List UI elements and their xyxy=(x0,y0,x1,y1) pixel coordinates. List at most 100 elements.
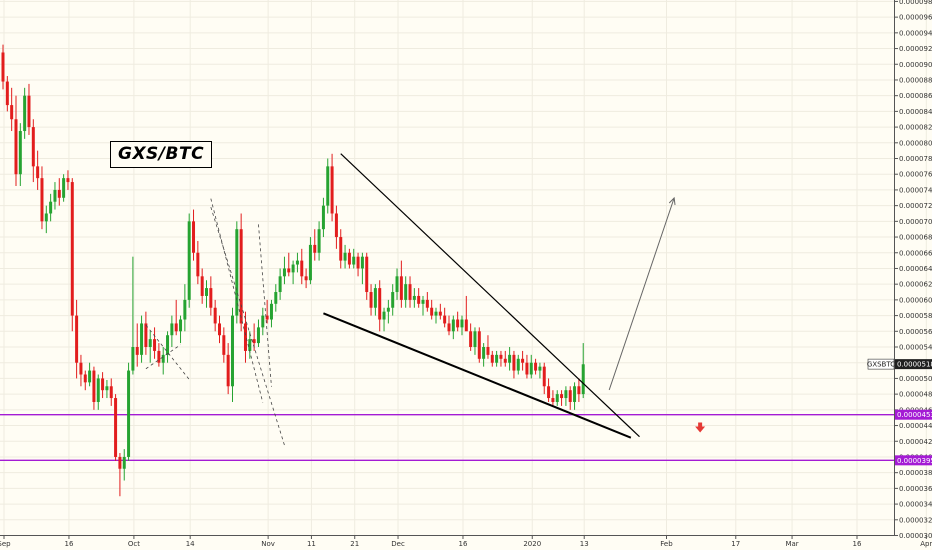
candle-down xyxy=(512,354,516,371)
candle-up xyxy=(317,229,321,253)
time-tick-label: Sep xyxy=(0,540,11,548)
candle-up xyxy=(282,268,286,277)
candle-up xyxy=(391,292,395,308)
candle-down xyxy=(287,268,291,273)
candle-up xyxy=(105,386,109,391)
price-tag-value: 0.00003957 xyxy=(897,457,932,465)
candle-down xyxy=(443,315,447,324)
candle-up xyxy=(274,292,278,304)
candle-up xyxy=(235,229,239,316)
price-tag-symbol-box xyxy=(867,358,895,370)
candle-up xyxy=(516,358,520,371)
candle-down xyxy=(425,299,429,308)
price-tick-label: 0.00007000 xyxy=(899,218,932,226)
candle-down xyxy=(31,127,35,167)
price-tick-label: 0.00008600 xyxy=(899,92,932,100)
candle-down xyxy=(75,315,79,363)
price-tag-box xyxy=(895,455,932,466)
time-tick-label: Mar xyxy=(785,540,798,548)
candle-down xyxy=(365,256,369,293)
candle-up xyxy=(291,264,295,273)
candle-down xyxy=(27,95,31,128)
time-tick-label: Oct xyxy=(128,540,140,548)
candle-down xyxy=(534,362,538,371)
price-tag-value: 0.00004538 xyxy=(897,411,932,419)
price-tick-label: 0.00003400 xyxy=(899,501,932,509)
candle-up xyxy=(295,260,299,265)
candle-up xyxy=(326,166,330,206)
candle-down xyxy=(304,276,308,281)
time-tick-label: 13 xyxy=(580,540,589,548)
candle-up xyxy=(127,370,131,457)
candle-down xyxy=(36,166,40,179)
candle-up xyxy=(434,311,438,316)
candle-down xyxy=(417,295,421,304)
price-tick-label: 0.00009400 xyxy=(899,29,932,37)
candle-down xyxy=(70,182,74,316)
price-tag-value: 0.00005182 xyxy=(897,361,932,369)
price-tick-label: 0.00006200 xyxy=(899,281,932,289)
candle-down xyxy=(521,358,525,363)
candle-down xyxy=(560,394,564,399)
candle-down xyxy=(174,323,178,332)
time-tick-label: 16 xyxy=(64,540,73,548)
candle-down xyxy=(196,252,200,277)
candle-down xyxy=(135,347,139,355)
candle-down xyxy=(547,386,551,399)
candle-up xyxy=(23,95,27,132)
candle-down xyxy=(438,311,442,316)
candle-up xyxy=(53,189,57,202)
candle-down xyxy=(577,386,581,395)
candle-down xyxy=(200,276,204,296)
candle-down xyxy=(243,323,247,351)
price-tick-label: 0.00003200 xyxy=(899,516,932,524)
candle-down xyxy=(222,335,226,355)
candle-up xyxy=(96,378,100,402)
candle-down xyxy=(430,307,434,316)
candle-down xyxy=(490,354,494,363)
time-tick-label: 21 xyxy=(350,540,359,548)
time-tick-label: 16 xyxy=(853,540,862,548)
candle-up xyxy=(360,256,364,269)
candle-up xyxy=(49,201,53,214)
candle-down xyxy=(486,347,490,355)
price-tick-label: 0.00005800 xyxy=(899,312,932,320)
time-tick-label: 2020 xyxy=(523,540,541,548)
candle-down xyxy=(209,288,213,308)
time-tick-label: Dec xyxy=(391,540,405,548)
candle-up xyxy=(187,221,191,300)
candle-down xyxy=(5,81,9,106)
candles xyxy=(1,44,585,497)
candle-down xyxy=(153,339,157,351)
candle-down xyxy=(265,315,269,320)
candle-up xyxy=(131,347,135,371)
candle-up xyxy=(412,295,416,300)
candle-up xyxy=(343,252,347,261)
candle-down xyxy=(525,362,529,375)
candle-down xyxy=(218,323,221,336)
candle-up xyxy=(140,323,144,355)
price-axis-ticks: 0.00003000 0.00003200 0.00003400 0.00003600… xyxy=(894,0,932,540)
projection-arrow xyxy=(608,197,675,391)
projection-arrow-head xyxy=(668,196,676,206)
candle-up xyxy=(555,394,559,402)
candle-up xyxy=(88,370,92,383)
price-tick-label: 0.00008800 xyxy=(899,76,932,84)
candle-down xyxy=(92,370,96,402)
price-tag-symbol: GXSBTC xyxy=(867,361,895,369)
candle-down xyxy=(347,252,351,265)
candle-up xyxy=(183,299,187,320)
candle-down xyxy=(101,378,105,391)
candle-up xyxy=(564,390,568,399)
candle-up xyxy=(18,131,22,175)
candle-down xyxy=(226,354,230,387)
price-tick-label: 0.00006600 xyxy=(899,249,932,257)
candle-down xyxy=(313,244,317,253)
candle-down xyxy=(300,260,304,277)
candle-up xyxy=(248,339,252,351)
price-tick-label: 0.00003000 xyxy=(899,532,932,540)
candle-up xyxy=(473,331,477,348)
candle-up xyxy=(382,311,386,320)
